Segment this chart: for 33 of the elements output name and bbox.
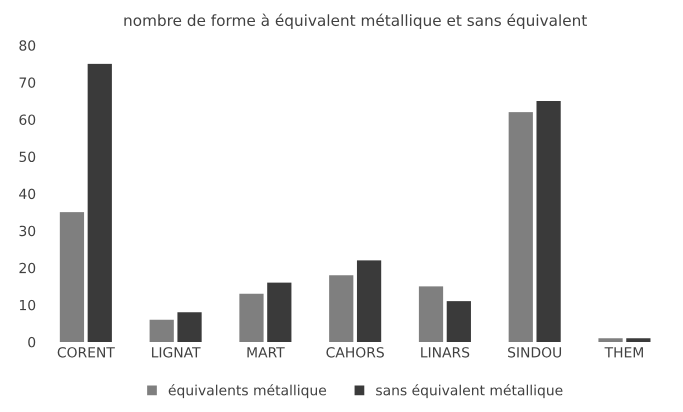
legend-label: sans équivalent métallique: [376, 384, 562, 398]
x-tick-label: THEM: [604, 347, 643, 358]
y-tick-label: 60: [19, 114, 36, 125]
y-tick-label: 10: [20, 300, 36, 310]
x-tick-label: LIGNAT: [152, 347, 201, 358]
y-tick-label: 80: [19, 40, 36, 51]
bar: [60, 212, 84, 342]
y-tick-label: 50: [20, 152, 36, 162]
bar: [508, 112, 533, 342]
bar: [626, 338, 650, 342]
chart-title: nombre de forme à équivalent métallique et sans équivalent: [124, 14, 587, 30]
bar: [267, 282, 292, 342]
y-tick-label: 30: [20, 226, 36, 236]
y-tick-label: 70: [20, 77, 36, 88]
x-tick-label: MART: [247, 347, 285, 358]
bar: [446, 301, 471, 342]
bar: [598, 338, 623, 342]
bar: [150, 320, 174, 342]
bar: [536, 100, 561, 342]
x-tick-label: CAHORS: [326, 347, 384, 358]
x-tick-label: LINARS: [421, 347, 470, 358]
bar: [239, 294, 264, 342]
y-tick-label: 40: [19, 188, 36, 200]
bar: [356, 260, 382, 342]
legend-label: équivalents métallique: [168, 384, 326, 398]
y-tick-label: 20: [19, 262, 36, 274]
bar: [418, 286, 444, 342]
y-tick-label: 0: [28, 336, 36, 348]
bar: [329, 275, 354, 342]
bar: [177, 312, 202, 342]
x-tick-label: SINDOU: [508, 347, 562, 358]
x-tick-label: CORENT: [58, 347, 115, 358]
bar: [88, 64, 112, 342]
